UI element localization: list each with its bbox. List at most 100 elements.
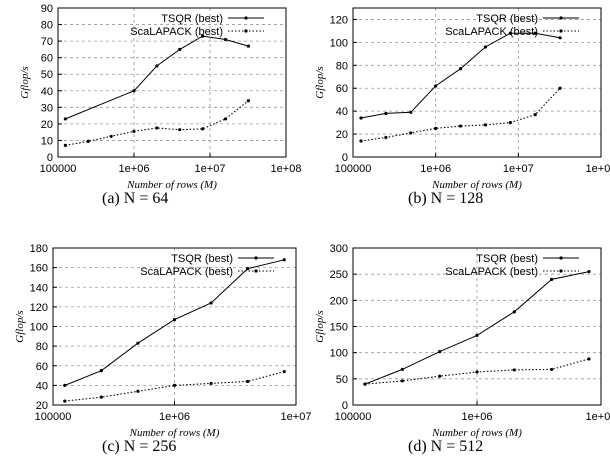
data-point [384, 111, 388, 116]
data-point [246, 267, 250, 271]
legend-marker [244, 16, 248, 20]
data-point [400, 367, 404, 372]
x-tick-label: 1e+07 [503, 163, 534, 175]
series-line [360, 87, 561, 142]
data-point [99, 395, 103, 399]
y-tick-label: 150 [330, 322, 348, 334]
data-point [550, 367, 554, 372]
plot-frame [352, 7, 602, 158]
x-axis-label: Number of rows (M) [431, 179, 522, 191]
data-point [132, 129, 136, 133]
chart-c: 20 40 60 80 100 120 140 160 180 100000 1e+06 1e+07 N… [14, 243, 311, 439]
legend-label: TSQR (best) [171, 253, 233, 265]
caption-a: (a) N = 64 [102, 190, 169, 207]
data-point [246, 379, 250, 384]
chart-b: 0 20 40 60 80 100 120 100000 1e+06 1e+07 1e+08 Numb… [314, 7, 610, 191]
legend-label: TSQR (best) [476, 253, 538, 265]
x-axis-label: Number of rows (M) [431, 427, 522, 439]
y-tick-label: 20 [41, 119, 53, 131]
y-axis-label: Gflop/s [14, 310, 26, 342]
y-tick-label: 140 [30, 282, 48, 294]
data-point [359, 139, 363, 143]
data-point [475, 370, 479, 374]
data-point [438, 350, 442, 354]
plot-frame [57, 7, 287, 158]
data-point [508, 121, 512, 125]
chart-a: 0 10 20 30 40 50 60 70 80 90 100000 1e+06 1e+07 1e+08… [19, 3, 302, 191]
data-point [558, 36, 562, 40]
y-tick-label: 160 [30, 263, 48, 275]
y-tick-label: 80 [36, 341, 48, 353]
data-point [483, 123, 488, 127]
data-point [438, 374, 442, 378]
x-tick-label: 1e+08 [271, 163, 302, 175]
x-tick-label: 100000 [35, 411, 72, 423]
x-tick-label: 1e+06 [119, 163, 150, 175]
data-point [109, 134, 113, 138]
x-axis-label: Number of rows (M) [126, 179, 217, 191]
y-axis-label: Gflop/s [314, 66, 326, 98]
x-tick-label: 100000 [335, 163, 372, 175]
legend-label: ScaLAPACK (best) [445, 26, 538, 38]
legend-marker [559, 269, 563, 273]
data-point [587, 269, 591, 274]
y-tick-label: 90 [41, 3, 53, 15]
data-point [508, 31, 512, 35]
data-point [246, 99, 250, 103]
data-point [512, 310, 516, 314]
data-point [587, 357, 591, 361]
data-point [86, 139, 90, 143]
data-point [359, 116, 363, 120]
data-point [132, 89, 136, 93]
chart-panel-a: 0 10 20 30 40 50 60 70 80 90 100000 1e+06 1e+07 1e+08… [0, 0, 305, 232]
data-point [533, 31, 537, 35]
y-tick-label: 60 [36, 361, 48, 373]
chart-d: 0 50 100 150 200 250 300 100000 1e+06 1e+07 Number… [314, 243, 610, 439]
y-tick-label: 80 [336, 60, 348, 72]
data-point [155, 126, 159, 130]
y-tick-label: 0 [342, 152, 348, 164]
data-point [172, 383, 177, 387]
x-axis-label: Number of rows (M) [129, 427, 220, 439]
y-tick-label: 50 [41, 69, 53, 81]
y-tick-label: 100 [330, 348, 348, 360]
caption-c: (c) N = 256 [102, 438, 177, 455]
y-axis-label: Gflop/s [19, 66, 31, 98]
y-tick-label: 0 [47, 152, 53, 164]
y-tick-label: 120 [330, 14, 348, 26]
legend-marker [559, 16, 563, 20]
data-point [136, 341, 140, 345]
legend-label: TSQR (best) [161, 13, 223, 25]
plot-frame [352, 247, 602, 406]
data-point [475, 333, 479, 337]
x-tick-label: 100000 [335, 411, 372, 423]
y-tick-label: 10 [41, 135, 53, 147]
y-tick-label: 20 [36, 400, 48, 412]
y-tick-label: 180 [30, 243, 48, 255]
data-point [178, 47, 182, 51]
legend-label: ScaLAPACK (best) [445, 266, 538, 278]
data-point [63, 143, 67, 148]
y-tick-label: 200 [330, 295, 348, 307]
y-tick-label: 50 [336, 374, 348, 386]
y-tick-label: 20 [336, 129, 348, 141]
x-tick-label: 1e+06 [420, 163, 451, 175]
y-tick-label: 60 [41, 53, 53, 65]
data-point [63, 117, 67, 121]
data-point [209, 381, 213, 386]
legend-label: TSQR (best) [476, 13, 538, 25]
chart-panel-c: 20 40 60 80 100 120 140 160 180 100000 1e+06 1e+07 N… [0, 232, 311, 464]
y-tick-label: 0 [342, 400, 348, 412]
x-tick-label: 1e+07 [281, 411, 312, 423]
y-tick-label: 120 [30, 302, 48, 314]
series-line [360, 32, 561, 119]
plot-frame [52, 247, 297, 406]
data-point [63, 383, 67, 387]
data-point [201, 34, 205, 38]
data-point [458, 124, 463, 128]
data-point [458, 67, 463, 71]
data-point [363, 382, 367, 386]
chart-panel-b: 0 20 40 60 80 100 120 100000 1e+06 1e+07 1e+08 Numb… [305, 0, 610, 232]
data-point [223, 117, 228, 121]
data-point [155, 64, 159, 68]
